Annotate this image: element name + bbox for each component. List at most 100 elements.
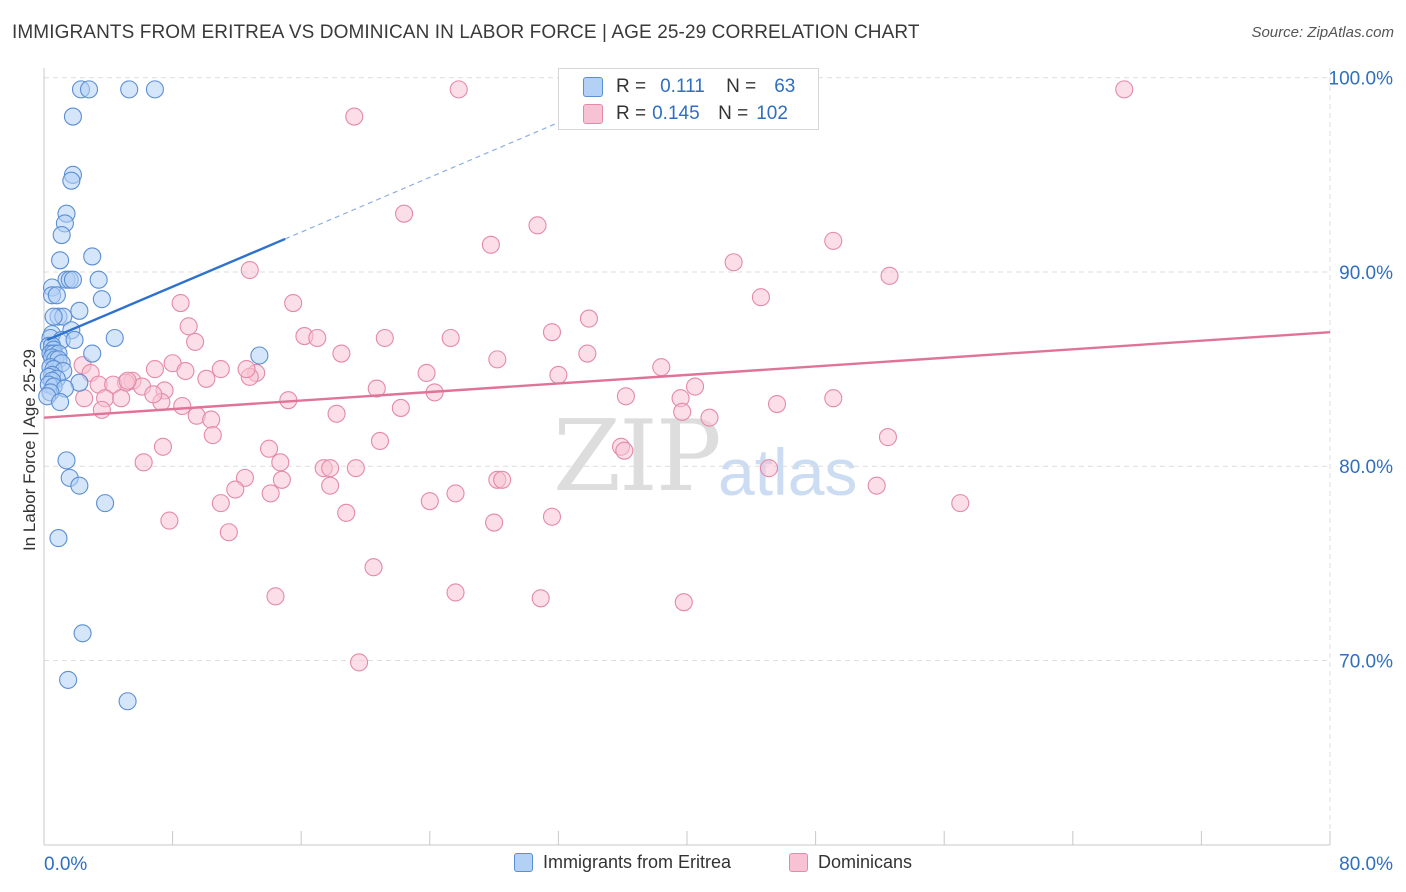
dominican-point [160,511,179,530]
watermark-atlas: atlas [718,435,858,509]
correlation-legend: R = 0.111 N = 63 R = 0.145 N = 102 [558,68,819,130]
dominican-point [364,558,383,577]
dominican-point [417,363,436,383]
dominican-point [261,484,280,503]
dominican-point [578,344,597,363]
dominican-point [673,402,692,421]
x-tick-label: 80.0% [1339,854,1393,875]
dominican-point [674,593,693,612]
dominican-point [153,437,173,456]
watermark-zip: ZIP [553,400,722,514]
dominican-point [867,476,886,495]
r-value: 0.111 [660,76,705,97]
eritrea-point [51,393,70,412]
dominican-point [266,587,285,606]
dominican-point [724,253,743,272]
dominican-point [485,513,504,532]
dominican-point [226,480,245,499]
y-axis-label: In Labor Force | Age 25-29 [15,300,45,600]
eritrea-point [57,451,76,470]
eritrea-point [96,494,115,513]
grid-lines [44,68,1331,845]
series-legend: Immigrants from Eritrea Dominicans [0,852,1406,876]
eritrea-point [250,346,269,365]
legend-item-eritrea: Immigrants from Eritrea [514,852,731,873]
eritrea-point [59,670,78,689]
eritrea-point [145,80,164,99]
dominican-point [685,377,705,396]
dominican-point [118,371,137,390]
dominican-point [493,470,512,489]
dominican-point [481,235,500,254]
legend-row-eritrea: R = 0.111 N = 63 [583,75,795,99]
dominican-point [321,459,340,478]
dominican-point [824,231,843,250]
legend-swatch-pink [789,853,808,872]
r-label: R = [616,103,647,124]
source-label: Source: ZipAtlas.com [1251,24,1394,41]
dominican-point [240,260,259,280]
dominican-point [203,426,222,445]
dominican-point [375,328,394,348]
dominican-point [420,492,439,511]
dominican-point [271,453,290,472]
eritrea-trend-line [46,237,286,342]
n-label: N = [726,76,757,97]
dominican-point [284,293,303,313]
eritrea-point [52,226,71,245]
dominican-point [327,404,346,423]
legend-item-dominicans: Dominicans [789,852,912,873]
eritrea-point [92,290,111,309]
dominican-trend-line [43,330,1331,419]
dominican-point [531,589,550,608]
eritrea-point [49,529,68,548]
dominican-point [346,459,365,478]
eritrea-points [38,80,269,711]
eritrea-trend-extension [284,94,623,240]
dominican-point [615,441,634,460]
dominican-point [488,350,507,369]
dominican-point [751,288,770,307]
dominican-point [446,484,465,503]
legend-swatch-pink [583,104,603,124]
dominican-point [549,365,568,384]
eritrea-point [83,344,102,363]
dominican-point [579,309,598,328]
dominican-point [202,410,221,429]
dominican-point [219,523,238,542]
eritrea-point [65,330,84,350]
legend-label-eritrea: Immigrants from Eritrea [543,852,732,872]
eritrea-point [62,171,81,190]
dominican-point [179,317,198,336]
dominican-point [332,344,351,363]
dominican-point [197,369,216,388]
dominican-point [700,408,719,427]
eritrea-point [63,270,82,289]
eritrea-point [73,624,92,643]
dominican-point [824,389,843,408]
dominican-point [186,332,205,351]
r-value: 0.145 [652,103,700,124]
dominican-point [367,379,386,398]
dominican-point [321,476,340,495]
dominican-point [237,360,256,379]
dominican-point [759,459,779,478]
dominican-point [880,266,899,285]
dominican-point [1115,80,1134,99]
trend-lines [43,94,1331,419]
dominicans-points [73,80,1134,672]
dominican-point [173,396,192,416]
legend-label-dominicans: Dominicans [818,852,913,872]
dominican-point [337,503,356,522]
n-value: 102 [756,103,788,124]
dominican-point [391,398,410,417]
n-label: N = [718,103,749,124]
y-axis-label-text: In Labor Force | Age 25-29 [20,349,39,551]
dominican-point [616,387,635,406]
dominican-point [211,360,230,379]
dominican-point [951,494,970,513]
x-tick-label: 0.0% [44,854,87,875]
eritrea-point [51,251,70,270]
eritrea-point [105,328,124,348]
